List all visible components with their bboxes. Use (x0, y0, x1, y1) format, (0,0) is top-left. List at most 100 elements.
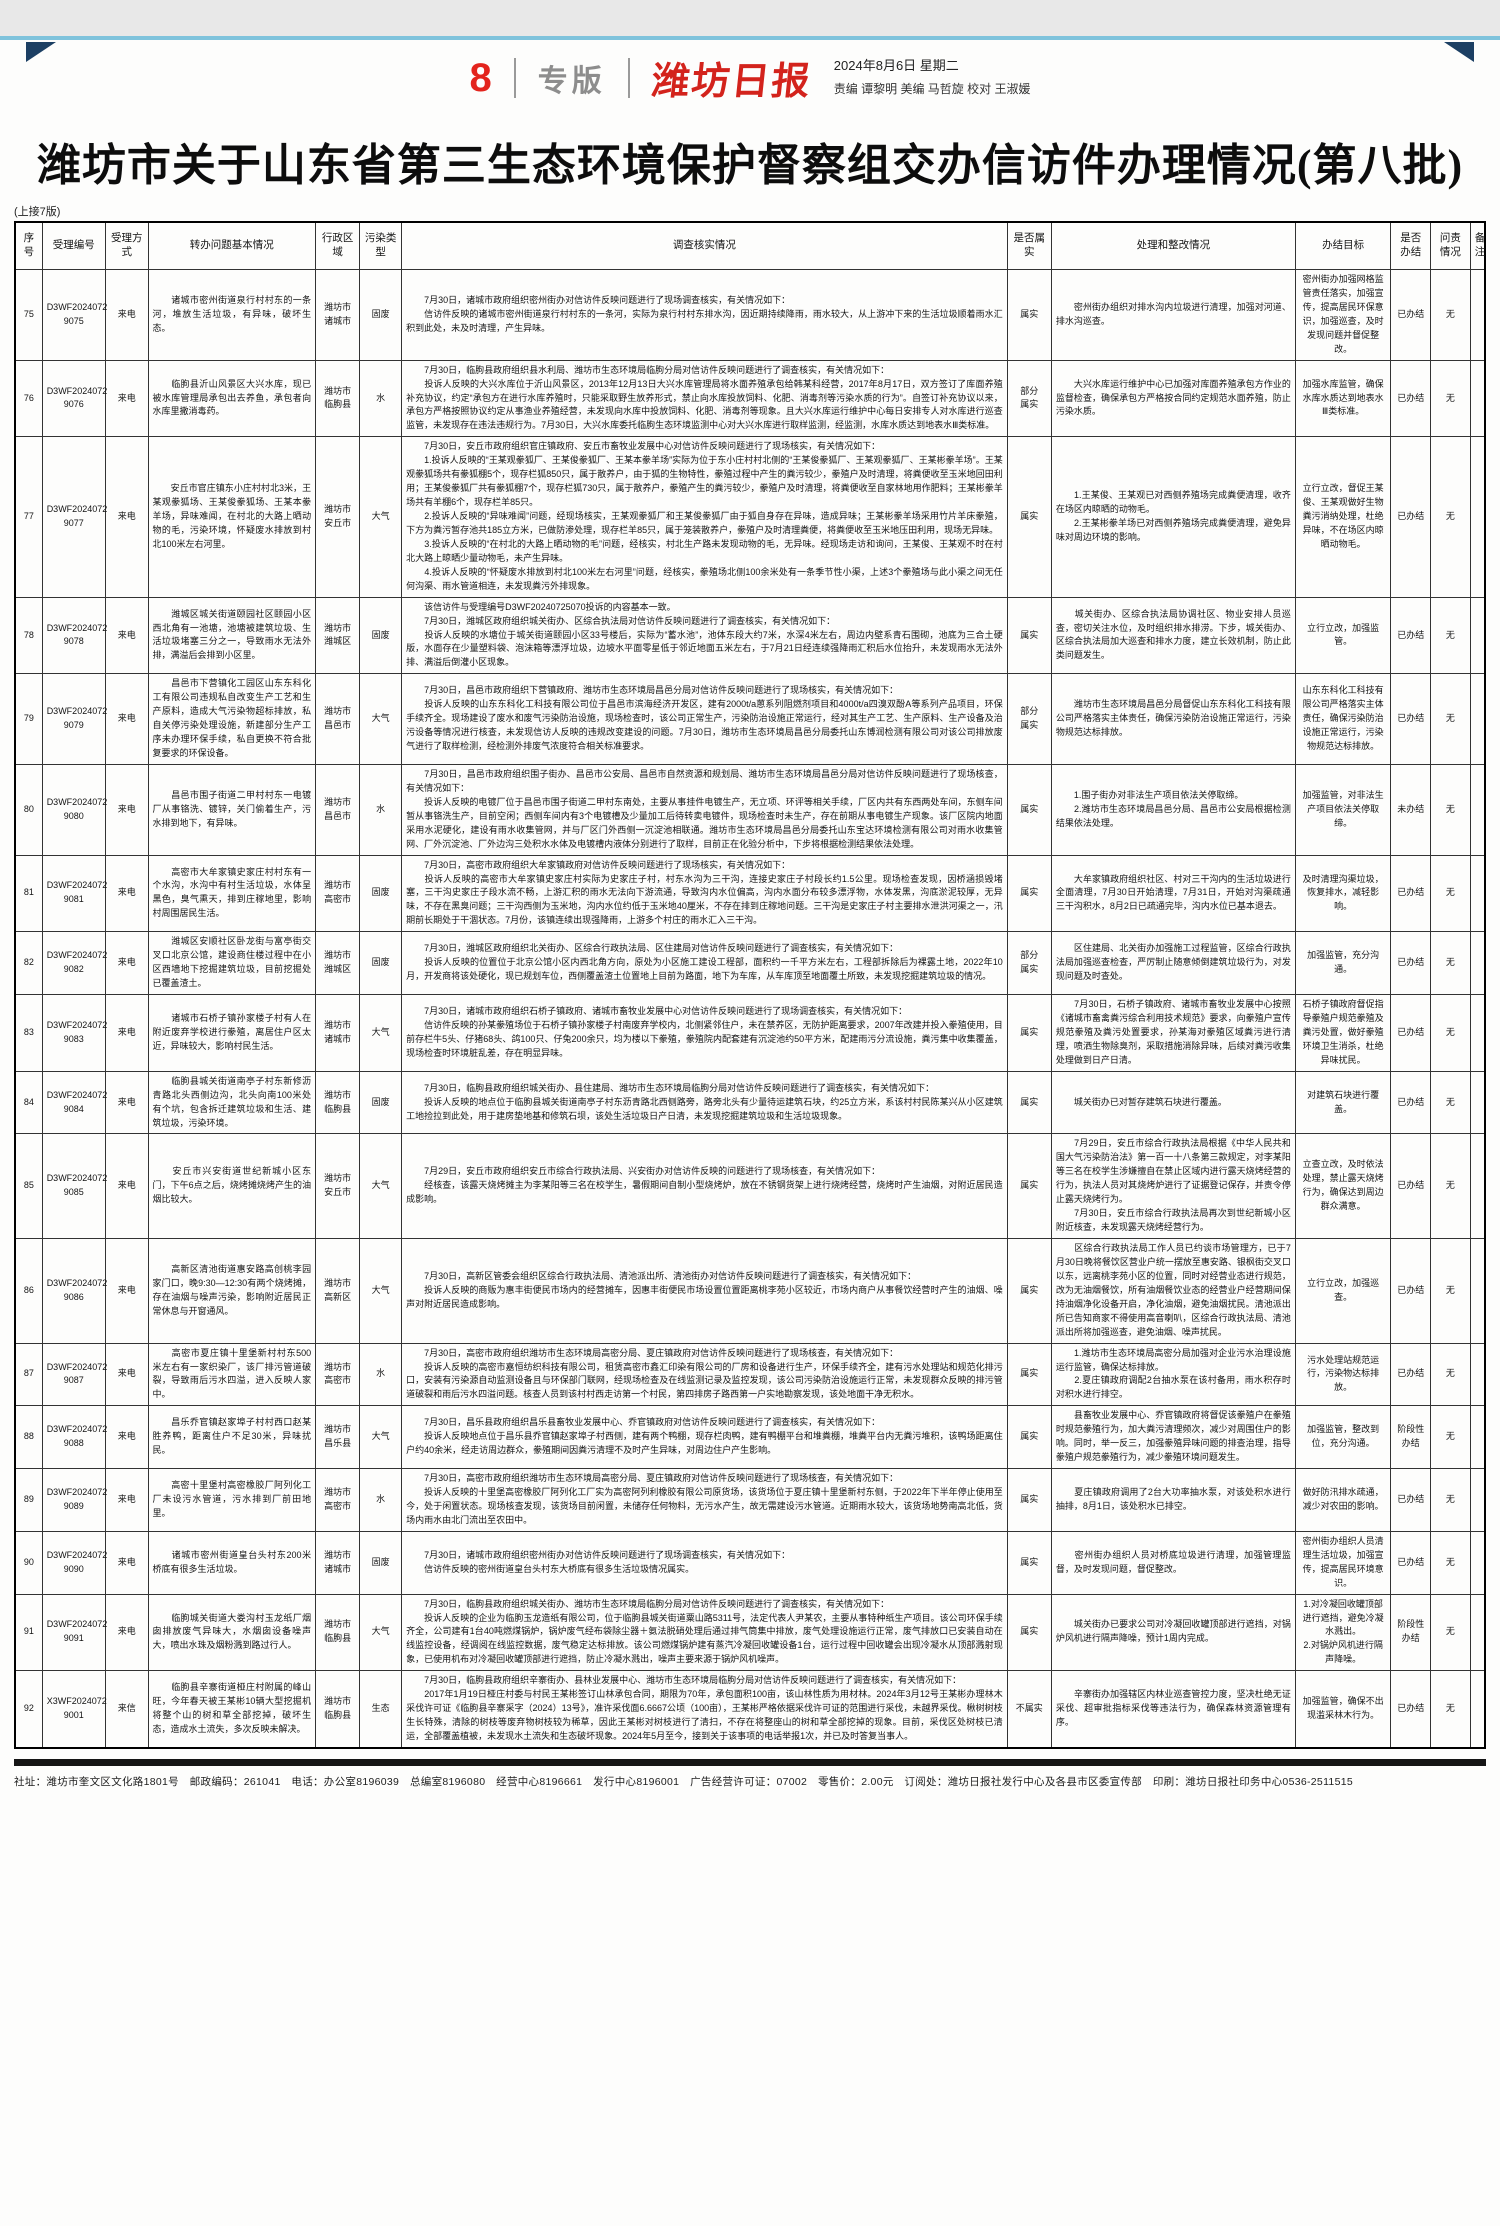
cell-accountability: 无 (1430, 1238, 1471, 1344)
cell-case-id: D3WF2024072 9077 (41, 436, 107, 598)
cell-issue: 安丘市兴安街道世纪新城小区东门，下午6点之后，烧烤摊烧烤产生的油烟比较大。 (147, 1133, 317, 1239)
cell-remark (1469, 763, 1486, 856)
cell-serial-number: 87 (14, 1342, 43, 1407)
cell-remark (1469, 673, 1486, 765)
cell-goal: 立查立改，及时依法处理，禁止露天烧烤行为，确保达到周边群众满意。 (1294, 1133, 1392, 1239)
cell-case-id: D3WF2024072 9090 (41, 1530, 107, 1595)
cell-handling: 城关街办已对暂存建筑石块进行覆盖。 (1050, 1070, 1296, 1135)
cell-investigation: 7月30日，高密市政府组织潍坊市生态环境局高密分局、夏庄镇政府对信访件反映问题进… (401, 1342, 1008, 1407)
cell-verified: 属实 (1006, 763, 1052, 856)
cell-accountability: 无 (1430, 1070, 1471, 1135)
header-verified: 是否属实 (1006, 221, 1052, 270)
cell-handling: 县畜牧业发展中心、乔官镇政府将督促该豢殖户在豢殖时规范豢殖行为，加大粪污清理频次… (1050, 1405, 1296, 1470)
cell-verified: 属实 (1006, 994, 1052, 1072)
cell-method: 来信 (104, 1670, 149, 1749)
cell-serial-number: 86 (14, 1238, 43, 1344)
cell-issue: 临朐县辛寨街道桠庄村附属的峰山旺，今年春天被王某彬10辆大型挖掘机将整个山的树和… (147, 1670, 317, 1749)
cell-goal: 加强监管，确保不出现滥采林木行为。 (1294, 1670, 1392, 1749)
cell-remark (1469, 1133, 1486, 1239)
editor-credits: 责编 谭黎明 美编 马哲旋 校对 王淑媛 (833, 81, 1031, 96)
cell-region: 潍坊市 潍城区 (315, 596, 361, 675)
section-label: 专版 (537, 64, 606, 98)
page-number: 8 (469, 55, 492, 100)
cell-method: 来电 (104, 1070, 149, 1135)
cell-investigation: 7月30日，临朐县政府组织城关街办、县住建局、潍坊市生态环境局临朐分局对信访件反… (401, 1070, 1008, 1135)
cell-remark (1469, 596, 1486, 675)
table-row: 77 D3WF2024072 9077 来电 安丘市官庄镇东小庄村村北3米，王某… (14, 436, 1486, 598)
cell-remark (1469, 1468, 1486, 1532)
cell-completion: 已办结 (1390, 1133, 1432, 1239)
cell-accountability: 无 (1430, 994, 1471, 1072)
cell-handling: 1.围子街办对非法生产项目依法关停取缔。 2.潍坊市生态环境局昌邑分局、昌邑市公… (1050, 763, 1296, 856)
cell-pollution-type: 大气 (359, 436, 403, 598)
cell-issue: 高密市大牟家镇史家庄村村东有一个水沟，水沟中有村生活垃圾，水体呈黑色，臭气熏天，… (147, 854, 317, 933)
cell-goal: 及时清理沟渠垃圾，恢复排水，减轻影响。 (1294, 854, 1392, 933)
cell-pollution-type: 固废 (359, 854, 403, 933)
cell-completion: 已办结 (1390, 994, 1432, 1072)
cell-case-id: D3WF2024072 9084 (41, 1070, 107, 1135)
table-row: 92 X3WF2024072 9001 来信 临朐县辛寨街道桠庄村附属的峰山旺，… (14, 1670, 1486, 1749)
cell-handling: 区住建局、北关街办加强施工过程监管，区综合行政执法局加强巡查检查，严厉制止随意倾… (1050, 931, 1296, 995)
cell-serial-number: 92 (14, 1670, 43, 1749)
cell-handling: 7月30日，石桥子镇政府、诸城市畜牧业发展中心按照《诸城市畜禽粪污综合利用技术规… (1050, 994, 1296, 1072)
table-row: 91 D3WF2024072 9091 来电 临朐城关街道大娄沟村玉龙纸厂烟囱排… (14, 1593, 1486, 1672)
cell-handling: 1.潍坊市生态环境局高密分局加强对企业污水治理设施运行监管，确保达标排放。 2.… (1050, 1342, 1296, 1407)
cell-verified: 属实 (1006, 854, 1052, 933)
cell-verified: 不属实 (1006, 1670, 1052, 1749)
cell-pollution-type: 水 (359, 359, 403, 438)
cell-completion: 未办结 (1390, 763, 1432, 856)
cell-accountability: 无 (1430, 763, 1471, 856)
cell-region: 潍坊市 临朐县 (315, 359, 361, 438)
table-row: 90 D3WF2024072 9090 来电 诸城市密州街道皇台头村东200米桥… (14, 1530, 1486, 1595)
cell-pollution-type: 大气 (359, 994, 403, 1072)
cell-accountability: 无 (1430, 269, 1471, 361)
publisher-footer: 社址：潍坊市奎文区文化路1801号 邮政编码：261041 电话：办公室8196… (14, 1775, 1353, 1788)
cell-issue: 潍城区安顺社区卧龙街与富亭街交叉口北京公馆，建设商住楼过程中在小区西墙地下挖掘建… (147, 931, 317, 995)
corner-fold-mark-right (1444, 42, 1474, 62)
cell-serial-number: 75 (14, 269, 43, 361)
cell-accountability: 无 (1430, 1133, 1471, 1239)
cell-completion: 已办结 (1390, 1530, 1432, 1595)
cell-accountability: 无 (1430, 1593, 1471, 1672)
masthead: 8 专版 潍坊日报 2024年8月6日 星期二 责编 谭黎明 美编 马哲旋 校对… (0, 40, 1500, 107)
cell-completion: 已办结 (1390, 269, 1432, 361)
cell-serial-number: 77 (14, 436, 43, 598)
cell-method: 来电 (104, 1342, 149, 1407)
cell-case-id: D3WF2024072 9083 (41, 994, 107, 1072)
cell-verified: 部分 属实 (1006, 359, 1052, 438)
cell-goal: 密州街办加强网格监管责任落实，加强宣传，提高居民环保意识，加强巡查，及时发现问题… (1294, 269, 1392, 361)
cell-pollution-type: 水 (359, 1342, 403, 1407)
cell-case-id: D3WF2024072 9089 (41, 1468, 107, 1532)
cell-goal: 加强监管，对非法生产项目依法关停取缔。 (1294, 763, 1392, 856)
cell-handling: 密州街办组织对排水沟内垃圾进行清理，加强对河道、排水沟巡查。 (1050, 269, 1296, 361)
cell-verified: 属实 (1006, 596, 1052, 675)
cell-method: 来电 (104, 1133, 149, 1239)
cell-issue: 昌乐乔官镇赵家埠子村村西口赵某胜养鸭，距离住户不足30米，异味扰民。 (147, 1405, 317, 1470)
cell-method: 来电 (104, 1530, 149, 1595)
cell-serial-number: 91 (14, 1593, 43, 1672)
cell-completion: 已办结 (1390, 1468, 1432, 1532)
cell-case-id: D3WF2024072 9087 (41, 1342, 107, 1407)
cell-serial-number: 82 (14, 931, 43, 995)
cell-issue: 潍城区城关街道颐园社区颐园小区西北角有一池塘，池塘被建筑垃圾、生活垃圾堵塞三分之… (147, 596, 317, 675)
cell-issue: 安丘市官庄镇东小庄村村北3米，王某观豢狐场、王某俊豢狐场、王某本豢羊场，异味难闻… (147, 436, 317, 598)
cell-region: 潍坊市 诸城市 (315, 269, 361, 361)
cell-handling: 7月29日，安丘市综合行政执法局根据《中华人民共和国大气污染防治法》第一百一十八… (1050, 1133, 1296, 1239)
cell-verified: 属实 (1006, 1342, 1052, 1407)
cell-region: 潍坊市 高密市 (315, 1342, 361, 1407)
header-serial-number: 序号 (14, 221, 43, 270)
cell-completion: 已办结 (1390, 854, 1432, 933)
cell-verified: 属实 (1006, 1530, 1052, 1595)
cell-issue: 临朐城关街道大娄沟村玉龙纸厂烟囱排放废气异味大，水烟囱设备噪声大，喷出水珠及烟粉… (147, 1593, 317, 1672)
complaint-cases-table: 序号 受理编号 受理方式 转办问题基本情况 行政区域 污染类型 调查核实情况 是… (14, 221, 1486, 1749)
cell-remark (1469, 1405, 1486, 1470)
cell-issue: 高新区清池街道惠安路高创桃李园家门口，晚9:30—12:30有两个烧烤摊，存在油… (147, 1238, 317, 1344)
continued-from-note: (上接7版) (14, 206, 61, 218)
cell-handling: 辛寨街办加强辖区内林业巡查管控力度，坚决杜绝无证采伐、超审批指标采伐等违法行为，… (1050, 1670, 1296, 1749)
cell-pollution-type: 大气 (359, 1238, 403, 1344)
cell-remark (1469, 1530, 1486, 1595)
cell-issue: 诸城市密州街道泉行村村东的一条河，堆放生活垃圾，有异味，破坏生态。 (147, 269, 317, 361)
cell-investigation: 7月30日，高密市政府组织大牟家镇政府对信访件反映问题进行了现场核实，有关情况如… (401, 854, 1008, 933)
header-investigation: 调查核实情况 (401, 221, 1008, 270)
cell-investigation: 7月30日，潍城区政府组织北关街办、区综合行政执法局、区住建局对信访件反映问题进… (401, 931, 1008, 995)
